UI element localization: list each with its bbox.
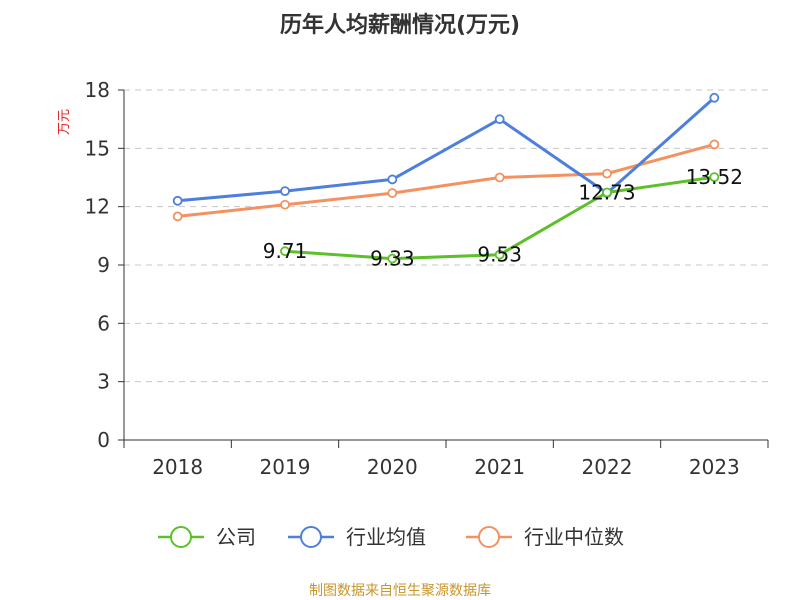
x-tick-label: 2023: [689, 455, 740, 479]
series-point-2: [280, 199, 290, 210]
series-point-0: [387, 253, 398, 264]
data-label: 9.33: [370, 247, 415, 271]
data-label: 13.52: [686, 165, 743, 189]
y-axis-label: 万元: [57, 109, 72, 135]
source-note: 制图数据来自恒生聚源数据库: [309, 583, 491, 599]
series-point-2: [602, 168, 612, 179]
y-tick-label: 15: [85, 136, 110, 160]
grid-lines: [124, 89, 768, 383]
series-line-1: [177, 96, 716, 203]
series-point-0: [602, 187, 612, 198]
legend-marker: [300, 526, 322, 548]
y-tick-label: 3: [97, 370, 110, 394]
y-tick-label: 18: [85, 78, 110, 102]
series-point-1: [709, 92, 720, 103]
axes: 0 3 6 9 12 15 18 2018 2019 2020 2021 2022 2023: [85, 78, 769, 479]
legend: 公司 行业均值 行业中位数: [158, 525, 624, 549]
series-point-2: [387, 188, 398, 198]
y-tick-label: 12: [85, 195, 110, 219]
x-tick-label: 2019: [260, 455, 311, 479]
series-layer: [172, 92, 720, 264]
series-point-2: [709, 139, 720, 150]
data-label: 9.53: [477, 243, 522, 267]
chart-title: 历年人均薪酬情况(万元): [280, 12, 520, 38]
series-point-2: [172, 211, 183, 222]
legend-label: 行业均值: [346, 525, 426, 549]
x-tick-label: 2020: [367, 455, 418, 479]
x-tick-label: 2022: [582, 455, 633, 479]
x-tick-label: 2021: [474, 455, 525, 479]
series-point-0: [709, 172, 720, 183]
series-point-2: [494, 172, 505, 183]
legend-marker: [170, 526, 192, 548]
legend-marker: [478, 526, 500, 548]
legend-label: 公司: [216, 525, 256, 549]
y-tick-label: 6: [97, 311, 110, 335]
y-tick-label: 0: [97, 428, 110, 452]
series-point-0: [280, 246, 290, 257]
data-label: 12.73: [578, 180, 635, 204]
data-labels: 9.71 9.33 9.53 12.73 13.52: [263, 165, 743, 270]
series-point-1: [280, 186, 290, 197]
series-point-1: [387, 174, 398, 185]
legend-label: 行业中位数: [524, 525, 624, 549]
data-label: 9.71: [263, 239, 308, 263]
y-tick-label: 9: [97, 253, 110, 277]
series-point-1: [494, 114, 505, 125]
series-point-1: [172, 195, 183, 206]
x-tick-label: 2018: [152, 455, 203, 479]
series-line-2: [177, 142, 715, 218]
series-point-0: [494, 249, 505, 260]
